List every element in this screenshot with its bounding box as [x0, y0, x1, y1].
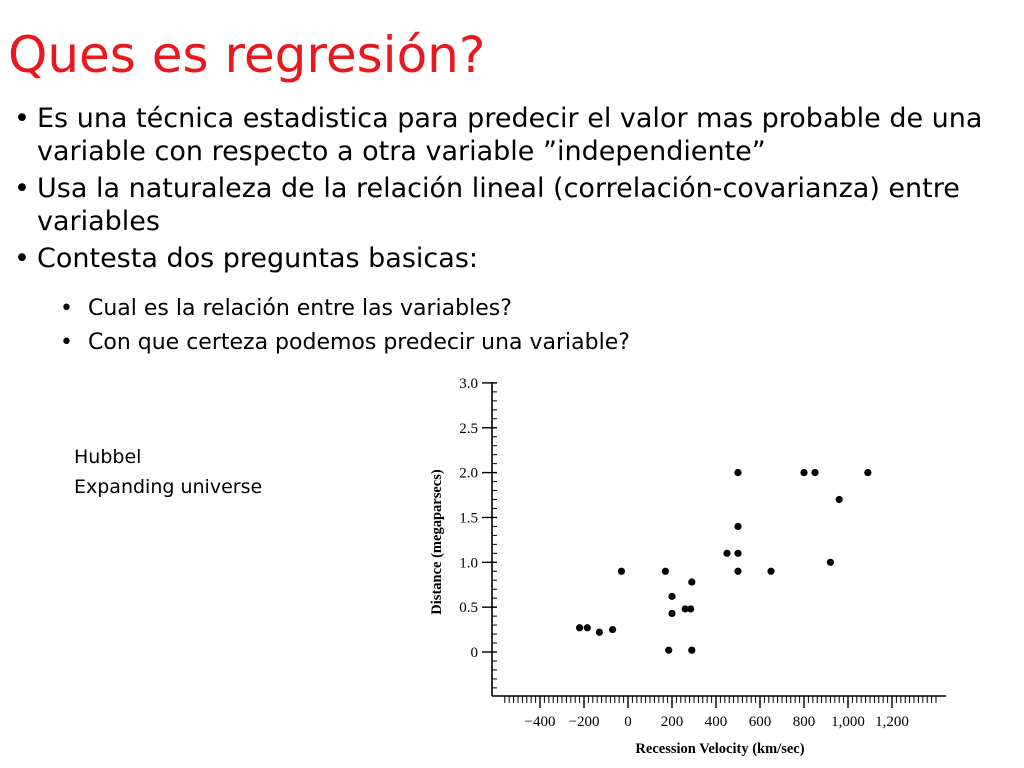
data-point — [811, 469, 819, 477]
data-point — [688, 646, 696, 654]
y-tick-label: 0 — [471, 645, 479, 661]
y-tick-label: 2.0 — [459, 466, 478, 482]
data-point — [668, 592, 676, 600]
x-tick-label: 400 — [705, 714, 728, 730]
x-tick-label: 800 — [793, 714, 816, 730]
y-tick-label: 1.0 — [459, 555, 478, 571]
data-point — [668, 609, 676, 618]
note-line: Expanding universe — [74, 476, 263, 498]
bullet-list: Es una técnica estadistica para predecir… — [10, 102, 1010, 279]
data-point — [723, 549, 731, 557]
bullet-item: Es una técnica estadistica para predecir… — [10, 102, 1010, 168]
data-point — [661, 567, 669, 575]
bullet-item: Contesta dos preguntas basicas: — [10, 242, 1010, 275]
data-point — [688, 578, 696, 586]
y-tick-label: 0.5 — [459, 600, 478, 616]
x-axis-title: Recession Velocity (km/sec) — [635, 741, 804, 757]
data-point — [609, 625, 617, 634]
sub-bullet-list: Cual es la relación entre las variables?… — [60, 292, 630, 360]
scatter-chart: 0 0.5 1.0 1.5 2.0 2.5 3.0 −400 −200 0 200 400 600 800… — [429, 376, 946, 757]
data-point — [617, 567, 625, 575]
sub-bullet-item: Cual es la relación entre las variables? — [60, 292, 630, 326]
data-point — [583, 624, 591, 632]
data-point — [734, 549, 742, 557]
x-tick-label: 0 — [624, 714, 632, 730]
data-point — [767, 567, 775, 575]
x-tick-label: 1,000 — [831, 714, 865, 730]
x-tick-label: 200 — [661, 714, 684, 730]
data-point — [800, 469, 808, 477]
y-tick-label: 2.5 — [459, 421, 478, 437]
data-point — [864, 469, 872, 477]
data-point — [826, 558, 834, 566]
x-tick-label: 600 — [749, 714, 772, 730]
data-point — [734, 522, 742, 531]
data-point — [576, 624, 584, 632]
data-point — [734, 469, 742, 477]
note-line: Hubbel — [74, 446, 142, 468]
x-tick-label: −200 — [569, 714, 600, 730]
data-point — [734, 567, 742, 575]
data-point — [681, 605, 689, 613]
slide-title: Ques es regresión? — [8, 26, 486, 84]
data-point — [835, 495, 843, 504]
data-point — [595, 628, 603, 636]
chart-note: Hubbel Expanding universe — [74, 442, 262, 502]
x-tick-label: −400 — [525, 714, 556, 730]
y-tick-label: 1.5 — [459, 510, 478, 526]
data-point — [665, 646, 673, 654]
bullet-item: Usa la naturaleza de la relación lineal … — [10, 172, 1010, 238]
y-tick-label: 3.0 — [459, 376, 478, 392]
data-point — [687, 605, 695, 613]
y-axis-title: Distance (megaparsecs) — [429, 469, 445, 615]
sub-bullet-item: Con que certeza podemos predecir una var… — [60, 326, 630, 360]
x-tick-label: 1,200 — [875, 714, 909, 730]
